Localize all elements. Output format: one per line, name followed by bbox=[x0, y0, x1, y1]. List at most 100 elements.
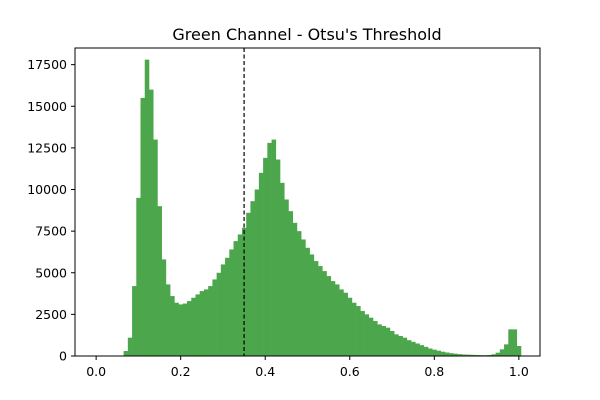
x-tick-label: 0.6 bbox=[340, 364, 360, 379]
histogram-bar bbox=[419, 345, 425, 356]
histogram-bar bbox=[377, 324, 382, 356]
histogram-bar bbox=[406, 340, 412, 356]
histogram-bar bbox=[288, 211, 294, 356]
histogram-bar bbox=[165, 284, 171, 356]
histogram-bar bbox=[381, 326, 387, 356]
histogram-bar bbox=[174, 302, 179, 356]
histogram-bar bbox=[233, 241, 239, 356]
histogram-bar bbox=[347, 297, 353, 356]
histogram-bar bbox=[326, 276, 332, 356]
chart-title: Green Channel - Otsu's Threshold bbox=[172, 25, 441, 44]
histogram-bar bbox=[440, 351, 446, 356]
histogram-bar bbox=[203, 289, 209, 356]
histogram-bar bbox=[271, 139, 277, 356]
histogram-bar bbox=[398, 336, 403, 356]
histogram-bar bbox=[132, 286, 137, 356]
histogram-bar bbox=[313, 261, 319, 356]
y-tick-label: 12500 bbox=[27, 140, 67, 155]
plot-area bbox=[74, 47, 541, 357]
histogram-bar bbox=[330, 281, 336, 356]
histogram-bar bbox=[385, 327, 391, 356]
histogram-bar bbox=[254, 189, 260, 356]
histogram-bar bbox=[157, 206, 162, 356]
histogram-bar bbox=[144, 59, 150, 357]
histogram-bar bbox=[373, 321, 378, 356]
x-tick-label: 0.4 bbox=[255, 364, 275, 379]
histogram-bar bbox=[237, 234, 243, 356]
histogram-bar bbox=[309, 254, 315, 356]
histogram-bar bbox=[187, 301, 192, 356]
histogram-bar bbox=[250, 201, 255, 356]
histogram-bars bbox=[123, 59, 522, 357]
y-tick-label: 5000 bbox=[35, 265, 67, 280]
histogram-bar bbox=[258, 172, 264, 356]
histogram-bar bbox=[136, 197, 141, 356]
histogram-bar bbox=[322, 271, 327, 356]
histogram-bar bbox=[339, 289, 344, 356]
histogram-bar bbox=[212, 279, 217, 356]
histogram-bar bbox=[127, 337, 133, 356]
histogram-bar bbox=[301, 239, 306, 356]
histogram-bar bbox=[267, 142, 272, 356]
histogram-bar bbox=[427, 348, 433, 356]
histogram-bar bbox=[368, 317, 374, 356]
axes-frame bbox=[74, 47, 541, 357]
histogram-bar bbox=[389, 331, 395, 356]
histogram-bar bbox=[364, 314, 370, 356]
x-tick-label: 0.8 bbox=[424, 364, 444, 379]
histogram-bar bbox=[208, 286, 213, 356]
histogram-bar bbox=[225, 257, 230, 356]
histogram-bar bbox=[499, 349, 505, 356]
histogram-bar bbox=[512, 329, 518, 356]
histogram-bar bbox=[351, 302, 357, 356]
x-tick-label: 1.0 bbox=[509, 364, 529, 379]
histogram-bar bbox=[275, 159, 281, 356]
histogram-bar bbox=[461, 354, 467, 356]
histogram-bar bbox=[411, 341, 416, 356]
histogram-bar bbox=[432, 349, 437, 356]
histogram-bar bbox=[318, 266, 323, 356]
histogram-bar bbox=[216, 272, 222, 356]
y-tick-label: 10000 bbox=[27, 182, 67, 197]
histogram-bar bbox=[246, 212, 251, 356]
histogram-bar bbox=[415, 343, 420, 356]
histogram-bar bbox=[182, 303, 188, 356]
histogram-bar bbox=[191, 297, 196, 356]
histogram-bar bbox=[495, 352, 501, 356]
histogram-bar bbox=[280, 182, 285, 356]
histogram-bar bbox=[123, 351, 129, 356]
histogram-bar bbox=[444, 352, 450, 356]
histogram-bar bbox=[170, 296, 175, 356]
histogram-bar bbox=[220, 264, 226, 356]
histogram-bar bbox=[516, 346, 522, 356]
y-tick-label: 7500 bbox=[35, 224, 67, 239]
histogram-bar bbox=[140, 97, 146, 356]
histogram-bar bbox=[195, 294, 201, 356]
histogram-bar bbox=[296, 231, 302, 356]
histogram-bar bbox=[284, 199, 289, 356]
histogram-bar bbox=[360, 311, 365, 356]
histogram-bar bbox=[402, 337, 408, 356]
x-tick-label: 0.0 bbox=[86, 364, 106, 379]
histogram-bar bbox=[423, 346, 429, 356]
histogram-bar bbox=[508, 329, 513, 356]
histogram-bar bbox=[453, 353, 458, 356]
histogram-bar bbox=[148, 89, 154, 357]
histogram-bar bbox=[470, 354, 475, 356]
histogram-bar bbox=[343, 292, 348, 356]
histogram-bar bbox=[199, 291, 205, 356]
y-tick-label: 0 bbox=[59, 349, 67, 364]
histogram-bar bbox=[153, 139, 158, 356]
histogram-bar bbox=[457, 354, 463, 356]
histogram-bar bbox=[436, 350, 441, 356]
x-axis: 0.0 0.2 0.4 0.6 0.8 1.0 bbox=[86, 356, 529, 379]
histogram-bar bbox=[229, 249, 234, 356]
y-tick-label: 17500 bbox=[27, 57, 67, 72]
histogram-bar bbox=[334, 284, 340, 356]
histogram-bar bbox=[449, 353, 454, 356]
histogram-bar bbox=[292, 222, 298, 356]
histogram-bar bbox=[504, 344, 509, 356]
histogram-bar bbox=[466, 354, 471, 356]
y-tick-label: 2500 bbox=[35, 307, 67, 322]
